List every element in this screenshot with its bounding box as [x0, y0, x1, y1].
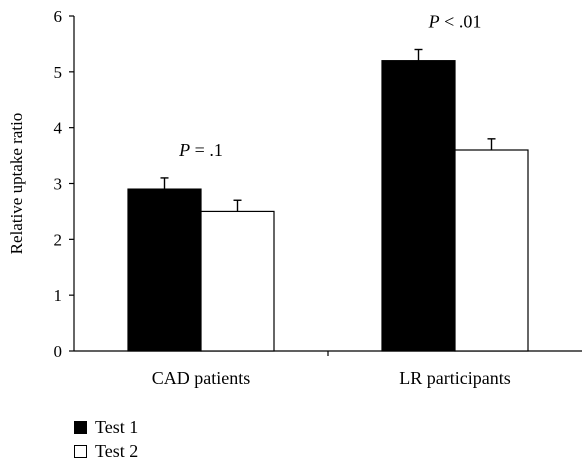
p-value-annotation: P = .1	[178, 140, 223, 160]
bar-test-2-1	[454, 149, 529, 352]
bar-test-2-0	[200, 210, 275, 352]
bar-chart: 0 1 2 3 4 5 6 Relative uptake ratio CAD patient…	[7, 7, 582, 389]
y-axis-label: Relative uptake ratio	[7, 113, 26, 255]
chart-labels: Relative uptake ratio CAD patients P = .1 L…	[7, 12, 511, 389]
bars	[127, 48, 529, 352]
y-tick-label: 1	[54, 286, 63, 305]
y-tick-label: 6	[54, 7, 63, 26]
legend-swatch-test-2	[74, 444, 87, 458]
y-tick-label: 0	[54, 342, 63, 361]
bar-test-1-1	[381, 60, 456, 352]
y-tick-label: 4	[54, 119, 63, 138]
p-value-annotation: P < .01	[428, 12, 482, 32]
legend-swatch-test-1	[74, 420, 87, 434]
legend-item-test-1: Test 1	[74, 415, 138, 439]
legend-label-test-1: Test 1	[95, 416, 139, 437]
legend-label-test-2: Test 2	[95, 440, 139, 461]
x-category-label: CAD patients	[152, 368, 251, 388]
legend-item-test-2: Test 2	[74, 439, 138, 463]
legend: Test 1 Test 2	[74, 415, 138, 463]
y-tick-label: 3	[54, 175, 63, 194]
y-tick-label: 2	[54, 230, 63, 249]
x-category-label: LR participants	[399, 368, 510, 388]
y-tick-label: 5	[54, 63, 63, 82]
bar-test-1-0	[127, 188, 202, 352]
